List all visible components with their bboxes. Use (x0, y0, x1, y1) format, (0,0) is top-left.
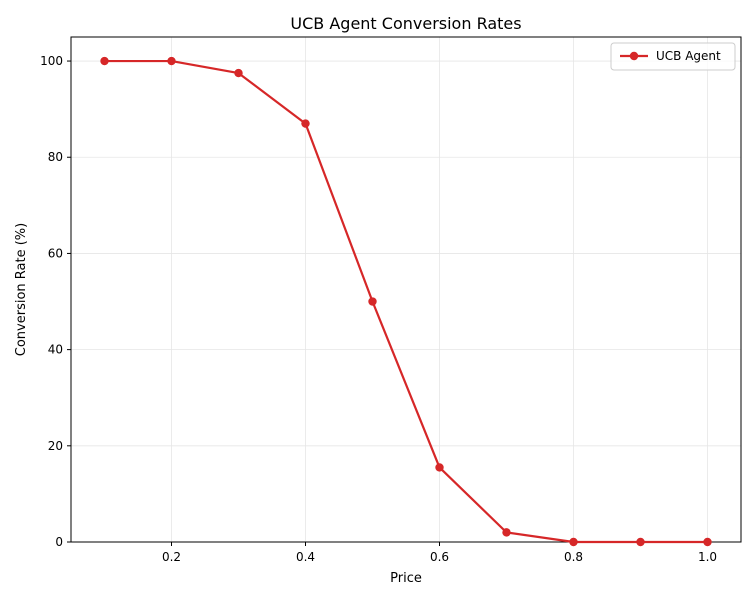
legend-marker-ucb-agent (629, 51, 639, 61)
legend: UCB Agent (610, 42, 736, 71)
x-tick-label: 0.8 (564, 550, 583, 564)
data-point (569, 537, 578, 547)
data-point (636, 537, 645, 547)
data-point (100, 56, 109, 66)
data-point (368, 297, 377, 306)
series-line-ucb-agent (104, 59, 708, 544)
y-tick-label: 20 (48, 439, 63, 453)
x-tick-label: 0.2 (162, 550, 181, 564)
x-tick-label: 0.4 (296, 550, 315, 564)
data-point (234, 68, 243, 78)
y-tick-label: 0 (55, 535, 63, 549)
x-tick-label: 0.6 (430, 550, 449, 564)
data-point (703, 537, 712, 547)
legend-label-ucb-agent: UCB Agent (656, 49, 721, 63)
series-layer (100, 56, 712, 547)
plot-frame (70, 36, 742, 543)
grid (71, 37, 741, 543)
data-point (502, 528, 511, 537)
data-point (435, 463, 444, 472)
y-axis-label: Conversion Rate (%) (14, 223, 29, 356)
y-tick-label: 100 (40, 54, 63, 68)
chart-title: UCB Agent Conversion Rates (290, 14, 521, 33)
x-tick-label: 1.0 (698, 550, 717, 564)
x-axis-ticks: 0.2 0.4 0.6 0.8 1.0 (162, 542, 717, 564)
y-axis-ticks: 0 20 40 60 80 100 (40, 54, 71, 549)
x-axis-label: Price (390, 571, 422, 586)
y-tick-label: 40 (48, 343, 63, 357)
y-tick-label: 80 (48, 150, 63, 164)
legend-box (610, 42, 736, 71)
data-point (167, 56, 176, 66)
data-point (301, 119, 310, 128)
y-tick-label: 60 (48, 246, 63, 260)
